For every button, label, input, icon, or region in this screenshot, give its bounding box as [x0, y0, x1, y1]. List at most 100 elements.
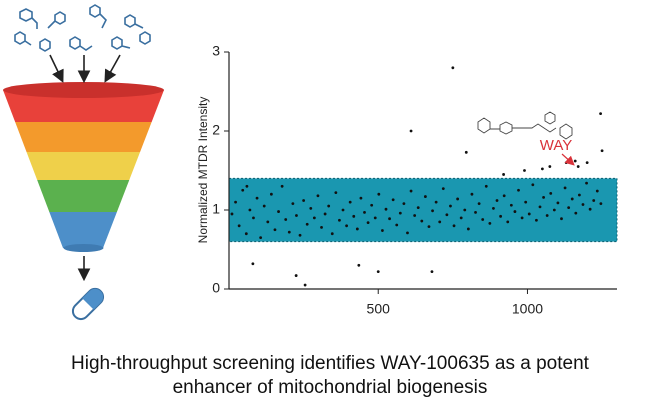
data-point [345, 224, 348, 228]
x-tick-label: 1000 [512, 301, 543, 317]
data-point [599, 112, 602, 116]
data-point [474, 210, 477, 214]
data-point [334, 191, 338, 195]
funnel-tip [63, 244, 104, 252]
data-point [466, 227, 470, 231]
data-point [484, 184, 488, 188]
data-point [298, 233, 302, 237]
data-point [549, 192, 553, 195]
y-tick-label: 1 [212, 201, 220, 217]
data-point [488, 222, 492, 225]
data-point [384, 207, 388, 211]
data-point [259, 236, 263, 240]
data-point [431, 209, 434, 213]
data-point [517, 188, 520, 192]
threshold-band [228, 177, 618, 243]
data-point [413, 214, 417, 217]
data-point [463, 208, 467, 212]
data-point [248, 208, 252, 212]
data-point [409, 189, 413, 193]
data-point [420, 219, 424, 223]
data-point [545, 214, 549, 217]
data-point [470, 192, 474, 196]
data-point [523, 169, 526, 172]
data-point [357, 263, 361, 267]
data-point [416, 206, 420, 210]
data-point [481, 218, 485, 221]
data-point [409, 129, 413, 133]
data-point [262, 204, 266, 208]
data-point [477, 202, 481, 206]
data-point [269, 192, 273, 196]
y-tick-label: 2 [212, 122, 220, 138]
data-point [552, 208, 556, 212]
data-point [388, 217, 391, 221]
data-point [548, 165, 552, 168]
data-point [527, 212, 531, 216]
y-axis-label: Normalized MTDR Intensity [196, 97, 210, 244]
data-point [406, 231, 409, 235]
data-point [567, 206, 571, 210]
y-tick-label: 0 [212, 280, 220, 296]
data-point [585, 161, 589, 165]
data-point [577, 193, 581, 197]
data-point [535, 218, 538, 222]
data-point [595, 189, 599, 193]
data-point [302, 199, 306, 202]
data-point [434, 200, 438, 204]
data-point [585, 181, 588, 185]
data-point [395, 223, 399, 227]
chemical-structure [477, 111, 573, 140]
data-point [540, 167, 544, 171]
data-point [573, 159, 577, 163]
data-point [499, 214, 502, 218]
data-point [560, 217, 563, 221]
data-point [277, 210, 280, 213]
data-point [338, 218, 341, 222]
data-point [376, 270, 380, 274]
data-point [506, 220, 510, 224]
data-point [323, 212, 327, 216]
data-point [305, 222, 309, 226]
data-point [359, 196, 363, 200]
data-point [502, 173, 505, 176]
data-point [287, 230, 291, 234]
data-point [451, 66, 455, 70]
data-point [556, 201, 560, 205]
data-point [377, 192, 381, 196]
funnel-rim [3, 82, 164, 98]
data-point [355, 227, 359, 231]
data-point [266, 220, 270, 224]
molecules [14, 4, 151, 52]
data-point [251, 262, 255, 266]
annotation: WAY [540, 137, 573, 154]
data-point [570, 197, 574, 201]
funnel [3, 90, 164, 248]
data-point [230, 212, 234, 216]
data-point [370, 203, 374, 207]
data-point [592, 199, 596, 202]
data-point [438, 220, 442, 224]
data-point [449, 204, 452, 208]
data-point [252, 216, 255, 220]
data-point [398, 211, 402, 215]
data-point [381, 229, 384, 232]
caption: enhancer of mitochondrial biogenesis [173, 377, 488, 398]
data-point [464, 150, 468, 154]
data-point [531, 183, 535, 187]
data-point [309, 207, 313, 210]
data-point [327, 204, 331, 208]
data-point [520, 216, 524, 220]
data-point [244, 232, 248, 236]
data-point [234, 200, 237, 204]
data-point [563, 186, 567, 190]
data-point [280, 184, 284, 188]
data-point [363, 210, 366, 214]
data-point [291, 202, 295, 206]
caption: High-throughput screening identifies WAY… [71, 353, 590, 374]
data-point [564, 161, 568, 165]
data-point [241, 188, 245, 192]
data-point [255, 196, 259, 200]
data-point [509, 203, 513, 207]
